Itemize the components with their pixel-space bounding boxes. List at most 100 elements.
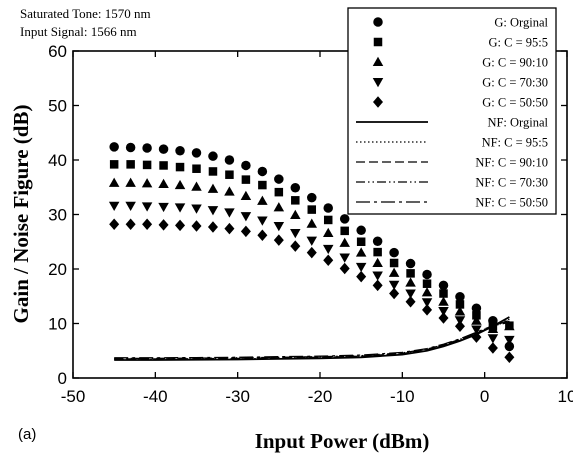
data-point [125,142,136,153]
legend: G: Orginal G: C = 95:5 G: C = 90:10 G: C = … [347,7,557,215]
data-point [355,247,367,257]
data-point [388,280,400,291]
data-point [158,202,169,213]
data-point [207,221,218,233]
data-point [372,257,383,268]
legend-label: G: C = 70:30 [482,76,548,90]
y-tick-label: 60 [48,42,67,61]
legend-label: G: C = 50:50 [482,96,548,110]
data-point [159,161,168,170]
data-point [192,164,201,173]
series-4 [109,218,515,364]
data-point [406,269,415,278]
data-point [455,300,465,309]
x-axis-label: Input Power (dBm) [255,429,430,453]
data-point [141,178,153,188]
x-tick-label: -10 [390,387,415,406]
data-point [372,279,383,292]
data-point [504,351,515,364]
data-point [372,271,383,281]
legend-box [347,7,557,215]
data-point [258,180,267,190]
data-point [356,270,367,283]
x-tick-label: 0 [480,387,489,406]
legend-marker [373,17,383,27]
data-point [356,237,366,246]
data-point [389,247,399,258]
legend-marker [372,78,384,88]
data-point [224,186,235,196]
data-point [438,306,449,317]
data-point [373,247,382,257]
data-point [240,212,252,222]
data-point [322,227,334,238]
series-line [114,321,510,359]
legend-label: NF: C = 90:10 [475,156,548,170]
data-point [389,258,399,268]
input-signal-annotation: Input Signal: 1566 nm [20,24,137,39]
data-point [257,216,268,226]
data-point [504,341,515,352]
data-point [307,192,317,203]
data-point [306,218,318,228]
data-point [454,306,466,316]
data-point [191,181,202,191]
data-point [422,269,432,280]
data-point [291,196,300,205]
data-point [274,174,284,184]
series-line [114,319,510,360]
data-point [174,179,186,190]
y-tick-label: 50 [48,97,67,116]
data-point [290,240,301,252]
panel-label: (a) [18,426,37,443]
data-point [191,220,202,232]
data-point [487,323,499,333]
series-0 [109,142,515,352]
data-point [323,215,333,225]
data-point [454,320,465,332]
data-point [438,312,449,324]
data-point [207,183,219,193]
data-point [438,296,449,306]
data-point [175,162,185,172]
y-tick-label: 0 [58,369,67,388]
series-8 [114,320,510,360]
series-layer [108,142,515,364]
data-point [273,221,285,232]
data-point [273,202,285,212]
series-9 [114,321,510,359]
data-point [455,292,465,302]
data-point [208,151,218,161]
data-point [471,315,482,325]
data-point [422,279,432,288]
data-point [504,320,515,331]
data-point [421,298,433,308]
series-line [114,318,510,361]
data-point [355,262,367,273]
data-point [175,145,185,156]
data-point [142,143,152,153]
data-point [125,177,136,187]
data-point [471,303,482,313]
data-point [323,254,334,267]
data-point [322,244,334,255]
data-point [340,226,349,236]
data-point [142,218,153,231]
data-point [471,325,482,335]
data-point [224,222,235,235]
legend-label: NF: C = 50:50 [475,196,548,210]
y-tick-label: 10 [48,315,67,334]
y-tick-label: 20 [48,260,67,279]
saturated-tone-annotation: Saturated Tone: 1570 nm [20,6,151,21]
data-point [191,204,202,214]
data-point [306,246,317,259]
data-point [125,201,136,212]
data-point [241,160,251,171]
legend-marker [373,37,383,47]
series-1 [109,160,514,331]
data-point [241,175,251,184]
data-point [421,287,433,297]
data-point [142,160,152,170]
data-point [126,160,135,169]
series-7 [114,319,510,360]
